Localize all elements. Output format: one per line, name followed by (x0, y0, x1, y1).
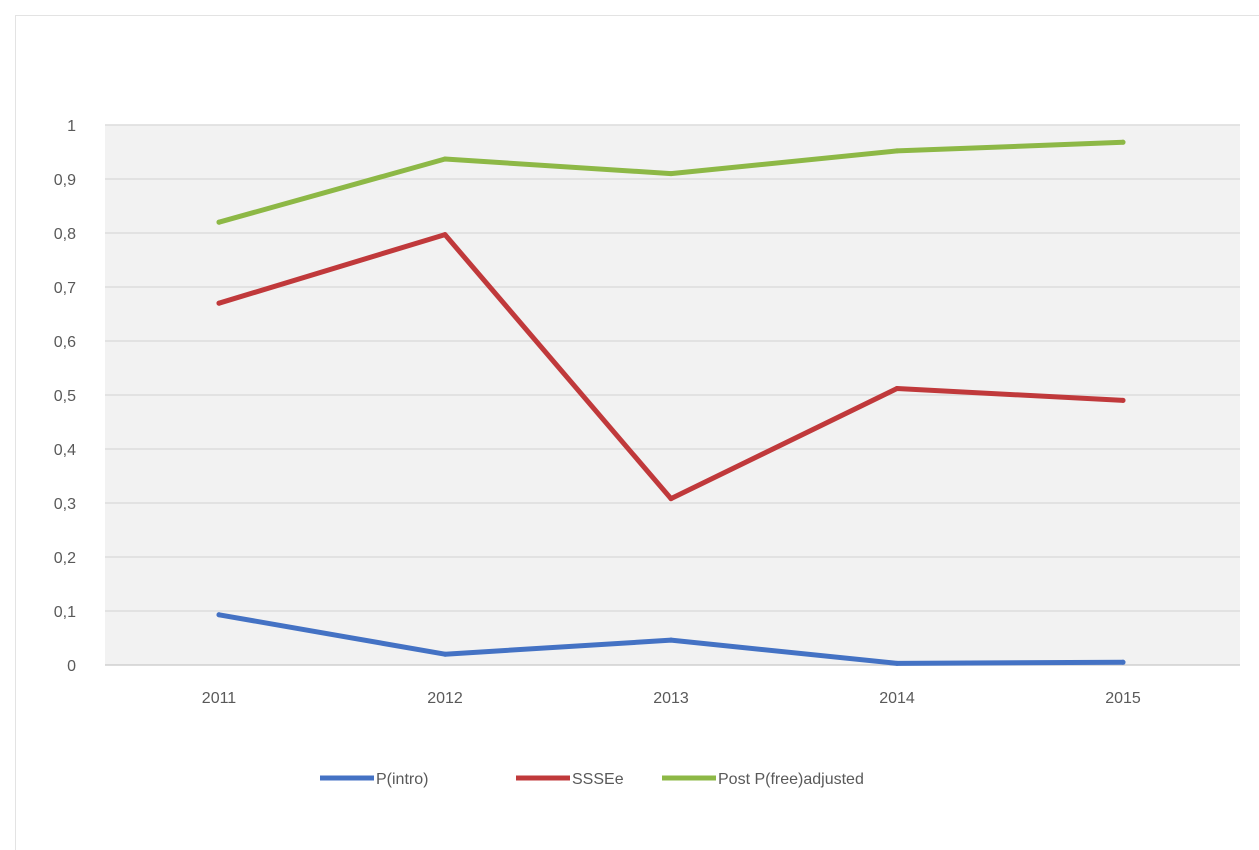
series-lines (216, 139, 1126, 666)
data-point (668, 171, 674, 177)
legend-label: P(intro) (376, 771, 428, 788)
y-tick-label: 0,7 (54, 280, 76, 297)
y-tick-label: 0,3 (54, 496, 76, 513)
x-axis-tick-labels: 2011 2012 2013 2014 2015 (202, 690, 1141, 707)
y-axis-tick-labels: 0 0,1 0,2 0,3 0,4 0,5 0,6 0,7 0,8 0,9 1 (54, 118, 76, 675)
legend-label: SSSEe (572, 771, 624, 788)
data-point (216, 219, 222, 225)
data-point (442, 232, 448, 238)
data-point (1120, 397, 1126, 403)
data-point (216, 300, 222, 306)
y-tick-label: 0,5 (54, 388, 76, 405)
data-point (442, 156, 448, 162)
data-point (894, 148, 900, 154)
x-tick-label: 2014 (879, 690, 915, 707)
y-tick-label: 0,9 (54, 172, 76, 189)
y-tick-label: 0,8 (54, 226, 76, 243)
x-tick-label: 2011 (202, 690, 237, 707)
y-tick-label: 0,6 (54, 334, 76, 351)
data-point (894, 660, 900, 666)
legend-label: Post P(free)adjusted (718, 771, 864, 788)
x-tick-label: 2012 (427, 690, 463, 707)
y-tick-label: 0 (67, 658, 76, 675)
data-point (668, 496, 674, 502)
y-tick-label: 1 (67, 118, 76, 135)
y-tick-label: 0,1 (54, 604, 76, 621)
chart-frame (15, 15, 1259, 850)
x-tick-label: 2015 (1105, 690, 1141, 707)
data-point (1120, 139, 1126, 145)
data-point (894, 386, 900, 392)
legend: P(intro) SSSEe Post P(free)adjusted (320, 771, 864, 788)
data-point (442, 651, 448, 657)
y-tick-label: 0,4 (54, 442, 76, 459)
y-tick-label: 0,2 (54, 550, 76, 567)
data-point (216, 612, 222, 618)
data-point (668, 637, 674, 643)
x-tick-label: 2013 (653, 690, 689, 707)
data-point (1120, 659, 1126, 665)
